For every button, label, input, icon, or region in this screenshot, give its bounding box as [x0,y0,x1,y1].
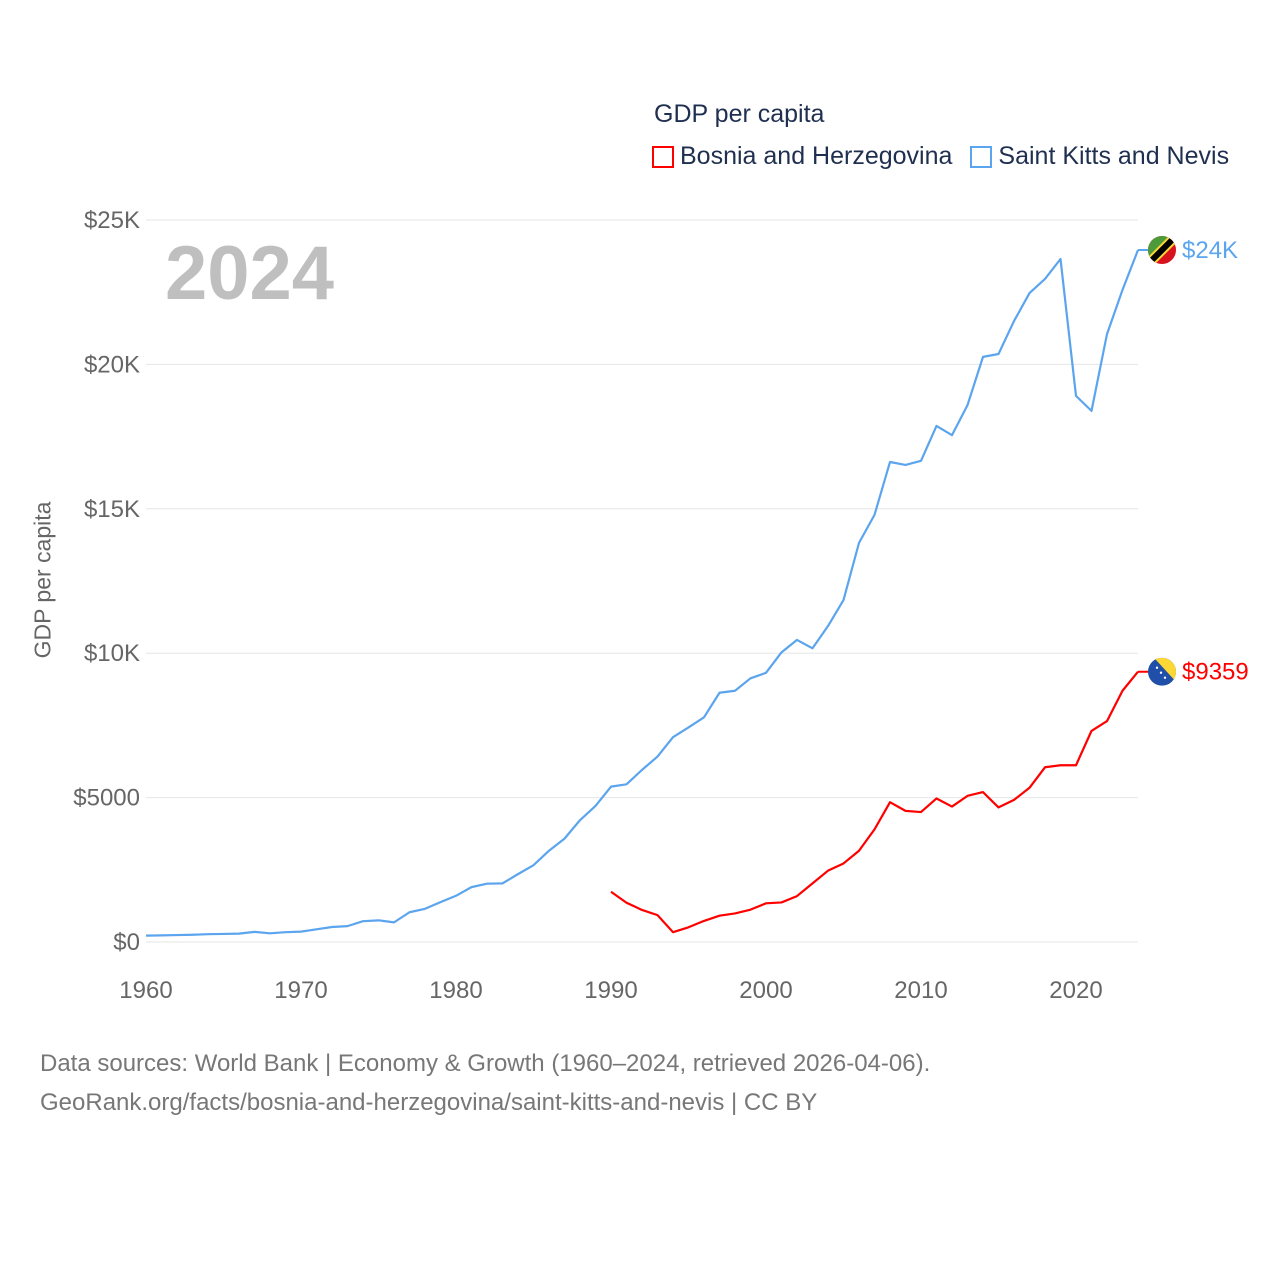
bosnia-flag-icon [1148,657,1176,686]
legend-title: GDP per capita [654,100,825,128]
x-tick-label: 2020 [1049,977,1102,1004]
year-label: 2024 [165,231,335,316]
legend-swatch-saint-kitts [970,145,993,168]
y-tick-label: $20K [84,351,140,378]
x-tick-label: 1980 [429,977,482,1004]
end-value-label-bosnia: $9359 [1182,659,1249,686]
y-tick-label: $5000 [73,785,140,812]
legend-item-bosnia[interactable]: Bosnia and Herzegovina [652,142,952,171]
y-tick-label: $15K [84,496,140,523]
end-value-label-saint-kitts: $24K [1182,237,1238,264]
footer: Data sources: World Bank | Economy & Gro… [40,1044,930,1122]
legend-swatch-bosnia [652,145,674,168]
y-tick-label: $10K [84,640,140,667]
footer-url[interactable]: GeoRank.org/facts/bosnia-and-herzegovina… [40,1089,818,1116]
saint-kitts-flag-icon [1148,236,1176,265]
legend: Bosnia and Herzegovina Saint Kitts and N… [652,142,1229,171]
x-tick-label: 1960 [119,977,172,1004]
legend-label-bosnia: Bosnia and Herzegovina [680,142,953,170]
y-tick-label: $0 [113,929,140,956]
series-line-bosnia [610,671,1139,934]
x-tick-label: 1970 [274,977,327,1004]
y-tick-label: $25K [84,207,140,234]
x-tick-label: 2000 [739,977,792,1004]
series-line-saint-kitts [145,249,1140,937]
x-tick-label: 1990 [584,977,637,1004]
x-tick-label: 2010 [894,977,947,1004]
legend-label-saint-kitts: Saint Kitts and Nevis [998,142,1230,170]
legend-item-saint-kitts[interactable]: Saint Kitts and Nevis [970,142,1229,171]
footer-sources: Data sources: World Bank | Economy & Gro… [40,1050,931,1077]
